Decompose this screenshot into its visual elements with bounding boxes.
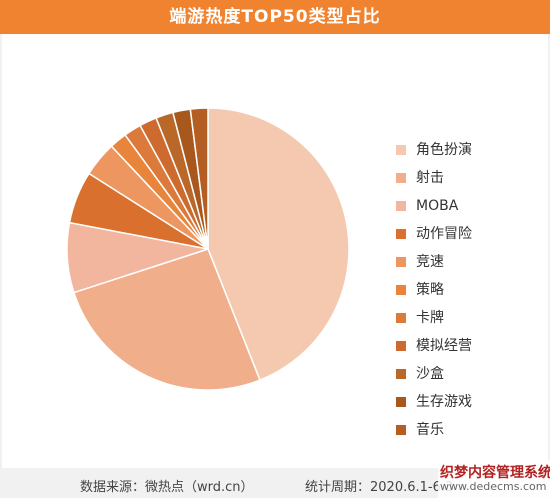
legend-label: 动作冒险 xyxy=(416,226,472,242)
title-bar xyxy=(0,0,550,34)
legend-label: 卡牌 xyxy=(416,310,444,326)
watermark-background xyxy=(438,460,550,498)
legend-label: 模拟经营 xyxy=(416,338,472,354)
legend-swatch xyxy=(396,397,406,407)
legend-label: 策略 xyxy=(416,282,444,298)
legend-item: MOBA xyxy=(394,192,472,220)
legend-item: 竞速 xyxy=(394,248,472,276)
legend-label: 角色扮演 xyxy=(416,142,472,158)
legend-item: 角色扮演 xyxy=(394,136,472,164)
chart-panel: 角色扮演射击 MOBA 动作冒险竞速策略卡牌模拟经营沙盒生存游戏音乐 xyxy=(2,34,548,468)
legend-label: 射击 xyxy=(416,170,444,186)
legend-swatch xyxy=(396,229,406,239)
legend-swatch xyxy=(396,257,406,267)
legend-swatch xyxy=(396,425,406,435)
legend-item: 沙盒 xyxy=(394,360,472,388)
legend-item: 动作冒险 xyxy=(394,220,472,248)
legend-swatch xyxy=(396,173,406,183)
legend-swatch xyxy=(396,201,406,211)
legend-swatch xyxy=(396,369,406,379)
chart-title: 端游热度TOP50类型占比 xyxy=(169,7,381,27)
watermark-text: 织梦内容管理系统 xyxy=(440,465,550,481)
legend-swatch xyxy=(396,145,406,155)
legend-item: 卡牌 xyxy=(394,304,472,332)
legend-item: 策略 xyxy=(394,276,472,304)
legend-label: MOBA xyxy=(416,198,459,214)
source-label: 数据来源：微热点（wrd.cn） xyxy=(80,480,254,495)
chart-legend: 角色扮演射击 MOBA 动作冒险竞速策略卡牌模拟经营沙盒生存游戏音乐 xyxy=(394,136,472,444)
legend-swatch xyxy=(396,341,406,351)
legend-item: 生存游戏 xyxy=(394,388,472,416)
legend-item: 模拟经营 xyxy=(394,332,472,360)
legend-item: 音乐 xyxy=(394,416,472,444)
legend-swatch xyxy=(396,285,406,295)
pie-slice xyxy=(189,107,209,250)
legend-item: 射击 xyxy=(394,164,472,192)
pie-slice xyxy=(72,248,261,391)
watermark-url: www.dedecms.com xyxy=(440,480,547,493)
period-label: 统计周期：2020.6.1-6.3 xyxy=(305,480,454,495)
legend-swatch xyxy=(396,313,406,323)
pie-slice xyxy=(207,107,350,382)
legend-label: 生存游戏 xyxy=(416,394,472,410)
pie-chart xyxy=(66,107,350,391)
legend-label: 沙盒 xyxy=(416,366,444,382)
legend-label: 竞速 xyxy=(416,254,444,270)
legend-label: 音乐 xyxy=(416,422,444,438)
